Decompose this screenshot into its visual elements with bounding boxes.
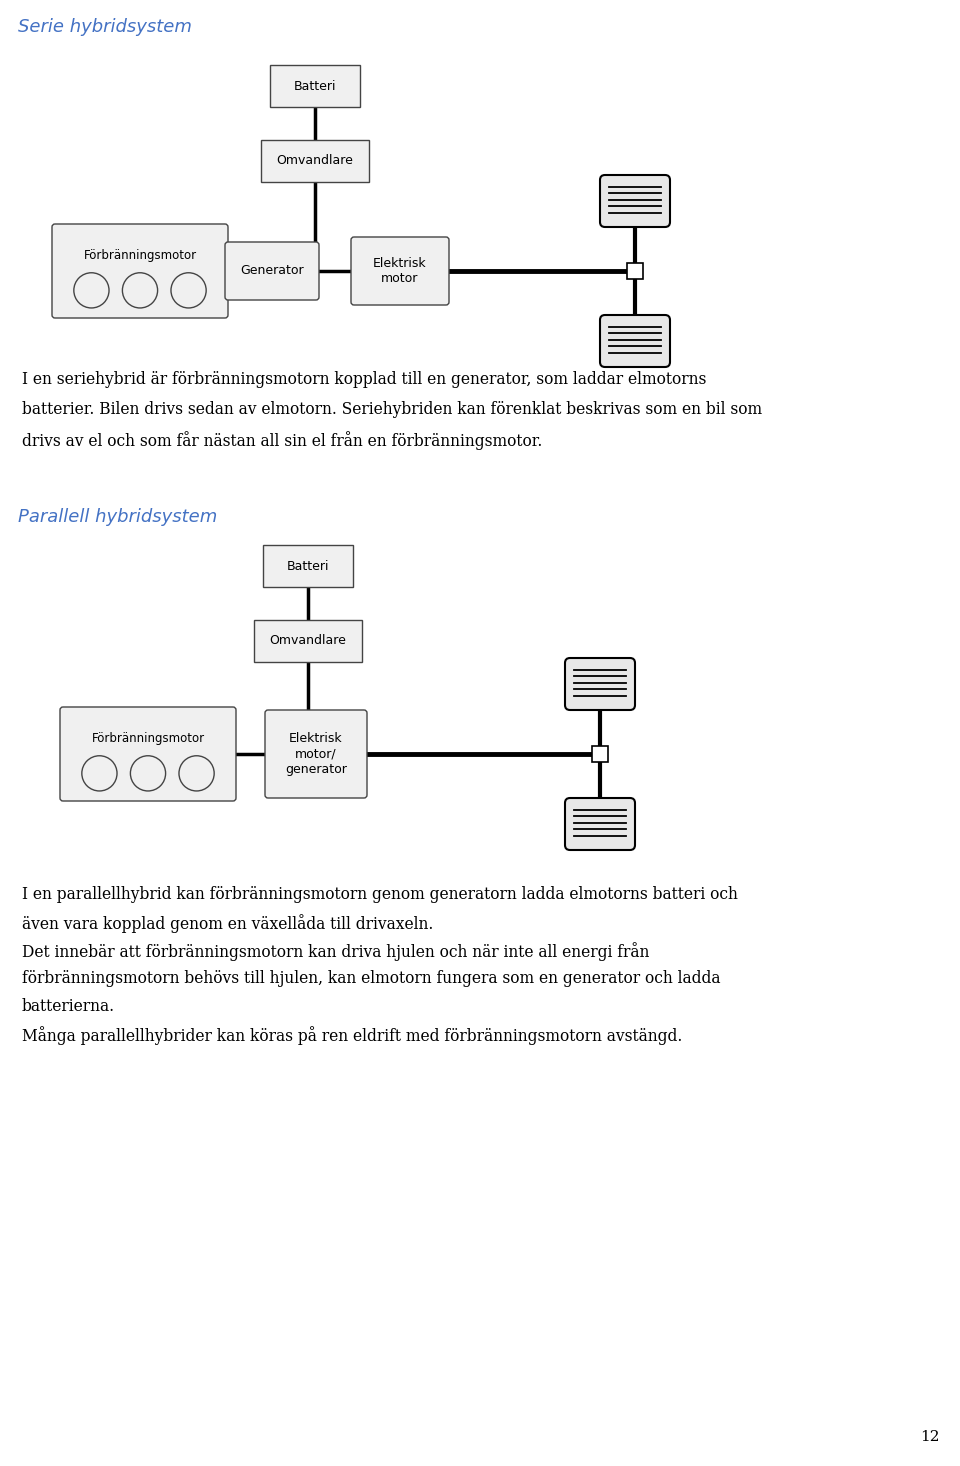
Text: batterier. Bilen drivs sedan av elmotorn. Seriehybriden kan förenklat beskrivas : batterier. Bilen drivs sedan av elmotorn… [22,402,762,418]
Text: Generator: Generator [240,264,303,277]
Text: Det innebär att förbränningsmotorn kan driva hjulen och när inte all energi från: Det innebär att förbränningsmotorn kan d… [22,943,649,960]
Text: Förbränningsmotor: Förbränningsmotor [84,249,197,261]
Bar [270,65,360,107]
Text: Många parallellhybrider kan köras på ren eldrift med förbränningsmotorn avstängd: Många parallellhybrider kan köras på ren… [22,1026,683,1045]
Text: Elektrisk
motor: Elektrisk motor [373,257,427,284]
FancyBboxPatch shape [351,237,449,305]
Text: förbränningsmotorn behövs till hjulen, kan elmotorn fungera som en generator och: förbränningsmotorn behövs till hjulen, k… [22,970,721,987]
Text: I en seriehybrid är förbränningsmotorn kopplad till en generator, som laddar elm: I en seriehybrid är förbränningsmotorn k… [22,371,707,388]
FancyBboxPatch shape [60,707,236,800]
Text: I en parallellhybrid kan förbränningsmotorn genom generatorn ladda elmotorns bat: I en parallellhybrid kan förbränningsmot… [22,885,738,903]
Text: Parallell hybridsystem: Parallell hybridsystem [18,509,217,526]
Text: Elektrisk
motor/
generator: Elektrisk motor/ generator [285,733,347,776]
Bar [592,746,608,762]
FancyBboxPatch shape [265,710,367,798]
FancyBboxPatch shape [565,798,635,850]
Text: Serie hybridsystem: Serie hybridsystem [18,18,192,37]
Bar [254,620,362,663]
FancyBboxPatch shape [600,174,670,227]
Bar [627,262,643,279]
Text: drivs av el och som får nästan all sin el från en förbränningsmotor.: drivs av el och som får nästan all sin e… [22,431,542,450]
Bar [261,139,369,182]
Text: Batteri: Batteri [287,560,329,573]
Text: batterierna.: batterierna. [22,998,115,1014]
FancyBboxPatch shape [565,658,635,710]
Text: även vara kopplad genom en växellåda till drivaxeln.: även vara kopplad genom en växellåda til… [22,913,433,932]
FancyBboxPatch shape [225,242,319,301]
Text: Batteri: Batteri [294,79,336,92]
FancyBboxPatch shape [52,224,228,318]
Text: Omvandlare: Omvandlare [276,154,353,167]
Text: Förbränningsmotor: Förbränningsmotor [91,732,204,745]
FancyBboxPatch shape [600,315,670,366]
Bar [263,545,353,586]
Text: Omvandlare: Omvandlare [270,635,347,648]
Text: 12: 12 [921,1429,940,1444]
